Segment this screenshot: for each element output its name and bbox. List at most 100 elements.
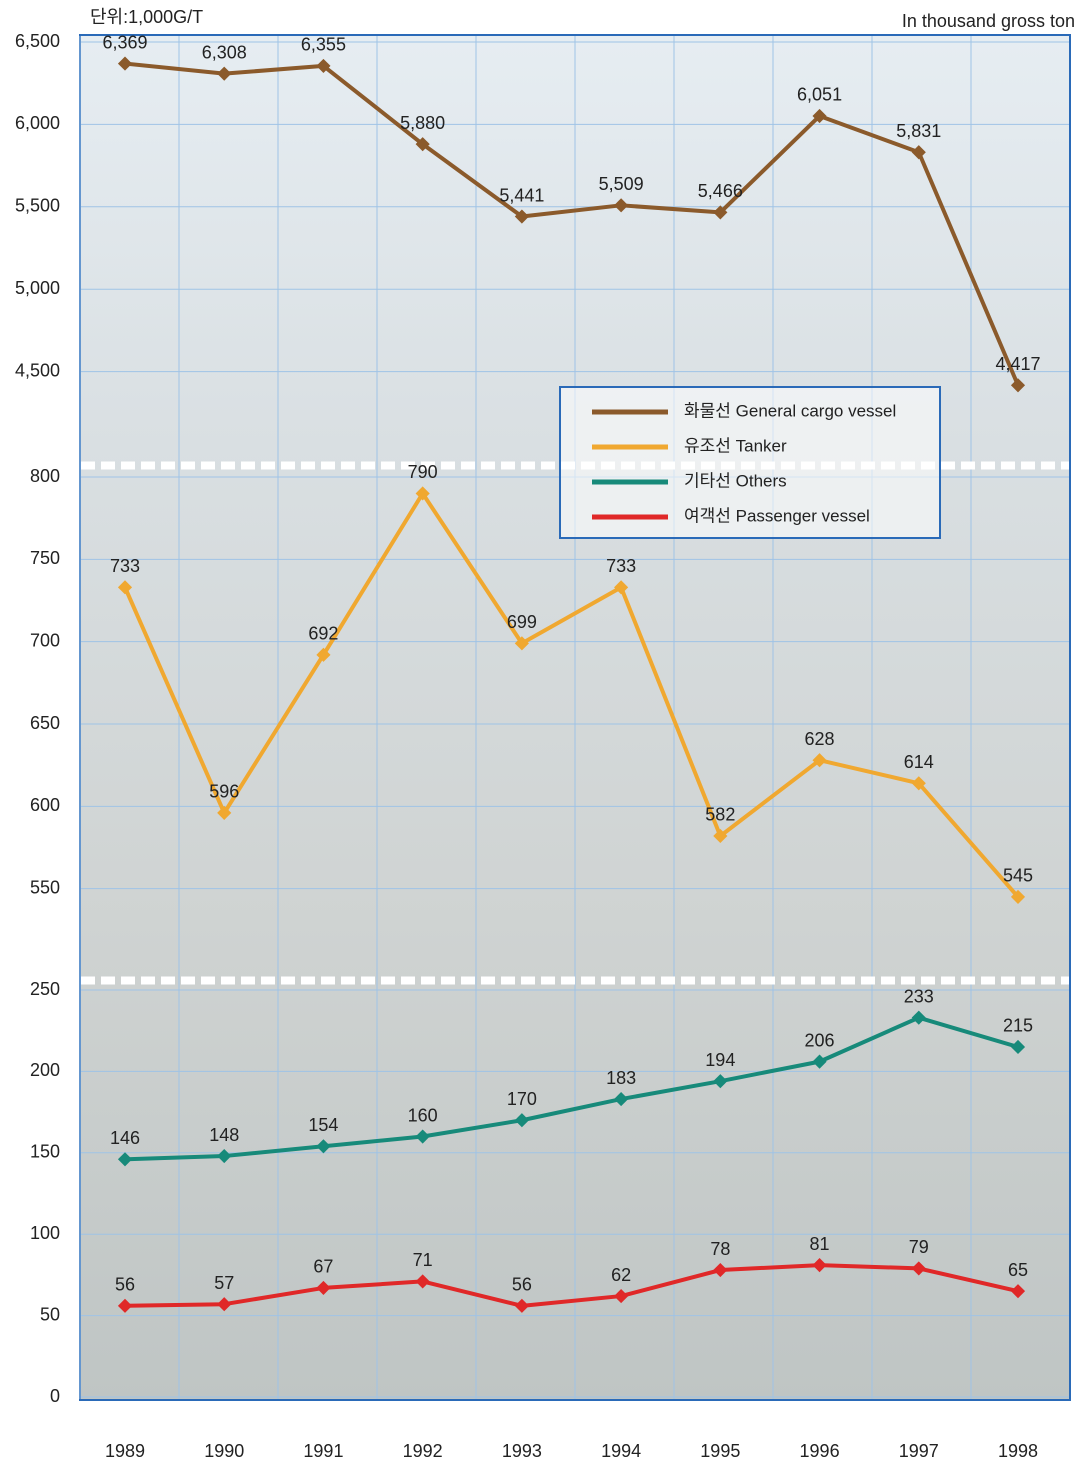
point <box>614 580 629 595</box>
data-label: 790 <box>408 462 438 482</box>
point <box>1010 1039 1026 1055</box>
point <box>713 1262 728 1278</box>
data-label: 67 <box>313 1257 333 1277</box>
y-tick-label: 800 <box>30 466 60 486</box>
y-tick-label: 600 <box>30 795 60 815</box>
data-label: 148 <box>209 1125 239 1145</box>
x-tick-label: 1990 <box>204 1441 244 1461</box>
data-label: 733 <box>110 556 140 576</box>
data-label: 81 <box>810 1234 830 1254</box>
point <box>1010 378 1026 393</box>
data-label: 71 <box>413 1250 433 1270</box>
y-tick-label: 150 <box>30 1142 60 1162</box>
data-label: 6,355 <box>301 35 346 55</box>
point <box>316 1280 331 1295</box>
data-label: 699 <box>507 612 537 632</box>
point <box>117 1298 133 1313</box>
point <box>514 636 529 651</box>
point <box>614 1288 629 1304</box>
point <box>514 1113 529 1128</box>
data-label: 582 <box>705 805 735 825</box>
point <box>514 209 529 224</box>
y-tick-label: 200 <box>30 1060 60 1080</box>
x-tick-label: 1998 <box>998 1441 1038 1461</box>
point <box>614 1092 629 1107</box>
point <box>812 108 827 124</box>
point <box>812 753 827 768</box>
unit-note: In thousand gross ton <box>902 11 1075 31</box>
data-label: 5,831 <box>896 121 941 141</box>
data-label: 6,308 <box>202 42 247 62</box>
data-label: 215 <box>1003 1016 1033 1036</box>
x-tick-label: 1989 <box>105 1441 145 1461</box>
point <box>911 776 926 791</box>
series-line <box>124 1015 1019 1162</box>
y-tick-label: 750 <box>30 548 60 568</box>
data-label: 206 <box>805 1030 835 1050</box>
y-tick-label: 550 <box>30 877 60 897</box>
point <box>316 58 331 73</box>
x-tick-label: 1995 <box>700 1441 740 1461</box>
data-label: 6,051 <box>797 85 842 105</box>
point <box>812 1258 827 1273</box>
legend-label: 유조선 Tanker <box>684 436 787 455</box>
y-tick-label: 6,000 <box>15 113 60 133</box>
point <box>415 1129 430 1144</box>
point <box>316 647 331 662</box>
data-label: 194 <box>705 1050 735 1070</box>
data-label: 5,880 <box>400 113 445 133</box>
point <box>514 1298 529 1313</box>
point <box>812 1054 827 1069</box>
point <box>1010 889 1026 904</box>
point <box>614 198 629 213</box>
point <box>713 205 728 220</box>
y-tick-label: 5,000 <box>15 278 60 298</box>
y-tick-label: 700 <box>30 630 60 650</box>
y-tick-label: 100 <box>30 1223 60 1243</box>
point <box>117 580 133 595</box>
x-tick-label: 1996 <box>800 1441 840 1461</box>
data-label: 596 <box>209 782 239 802</box>
data-label: 6,369 <box>102 32 147 52</box>
data-label: 56 <box>115 1275 135 1295</box>
y-tick-label: 6,500 <box>15 31 60 51</box>
y-tick-label: 5,500 <box>15 196 60 216</box>
data-label: 154 <box>308 1115 338 1135</box>
point <box>415 137 430 152</box>
y-tick-label: 50 <box>40 1304 60 1324</box>
data-label: 183 <box>606 1068 636 1088</box>
data-label: 170 <box>507 1089 537 1109</box>
x-tick-label: 1992 <box>403 1441 443 1461</box>
data-label: 5,441 <box>499 185 544 205</box>
y-tick-label: 0 <box>50 1386 60 1406</box>
x-tick-label: 1993 <box>502 1441 542 1461</box>
data-label: 62 <box>611 1265 631 1285</box>
data-label: 733 <box>606 556 636 576</box>
series-line <box>123 491 1020 899</box>
point <box>217 1148 232 1164</box>
point <box>217 1297 232 1312</box>
data-label: 614 <box>904 752 934 772</box>
legend-label: 화물선 General cargo vessel <box>684 401 896 420</box>
point <box>911 145 926 160</box>
data-label: 79 <box>909 1237 929 1257</box>
y-tick-label: 650 <box>30 713 60 733</box>
point <box>911 1261 926 1276</box>
point <box>217 805 232 820</box>
x-tick-label: 1994 <box>601 1441 641 1461</box>
data-label: 233 <box>904 986 934 1006</box>
y-tick-label: 250 <box>30 979 60 999</box>
data-label: 5,466 <box>698 181 743 201</box>
y-tick-label: 4,500 <box>15 360 60 380</box>
point <box>415 1274 430 1289</box>
legend-label: 기타선 Others <box>684 471 787 490</box>
series-line <box>124 61 1020 387</box>
point <box>316 1139 331 1154</box>
data-label: 692 <box>308 624 338 644</box>
point <box>1010 1284 1026 1299</box>
x-tick-label: 1991 <box>303 1441 343 1461</box>
legend: 화물선 General cargo vessel 유조선 Tanker 기타선 Ot… <box>559 386 941 539</box>
point <box>713 828 728 844</box>
data-label: 78 <box>710 1239 730 1259</box>
